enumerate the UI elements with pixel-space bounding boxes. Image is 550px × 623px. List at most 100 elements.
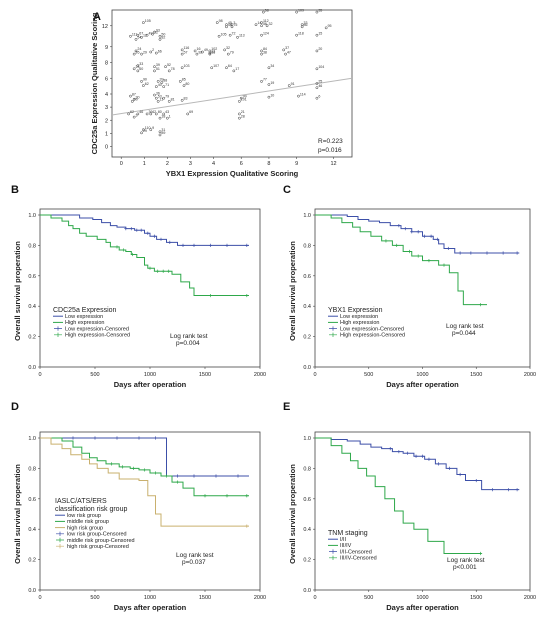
scatter-point: [136, 64, 140, 68]
point-label: 54: [137, 36, 141, 40]
point-label: 30: [136, 95, 140, 99]
point-label: 107: [213, 64, 219, 68]
point-label: 90: [143, 78, 147, 82]
scatter-point: [180, 52, 184, 56]
y-tick-label: 0.6: [303, 274, 311, 280]
censor-mark: [129, 227, 133, 231]
logrank-p: p=0.004: [176, 340, 200, 347]
point-label: 1: [169, 114, 171, 118]
censor-mark: [146, 231, 150, 235]
scatter-point: [238, 112, 241, 116]
scatter-point: [297, 94, 300, 98]
y-tick-label: 1.0: [28, 436, 36, 442]
point-label: 105: [145, 19, 151, 23]
legend-label: High expression: [340, 320, 379, 326]
scatter-point: [151, 32, 154, 36]
censor-mark: [203, 494, 207, 498]
scatter-point: [136, 69, 140, 73]
point-label: 51: [156, 67, 160, 71]
censor-mark: [447, 466, 451, 470]
scatter-point: [162, 85, 166, 89]
point-label: 25: [318, 80, 322, 84]
censor-mark: [245, 293, 249, 298]
scatter-point: [208, 52, 212, 56]
x-tick-label: 0: [38, 595, 41, 601]
y-tick-label: 1.0: [303, 436, 311, 442]
y-tick-label: 0.8: [28, 466, 36, 472]
legend-title: IASLC/ATS/ERS: [55, 498, 107, 505]
scatter-point: [164, 65, 167, 69]
scatter-point: [142, 128, 145, 132]
y-tick-label: 9: [105, 45, 108, 51]
censor-mark: [490, 488, 494, 492]
legend-swatch-censored: [329, 555, 337, 560]
scatter-point: [180, 98, 184, 102]
censor-mark: [515, 251, 519, 255]
y-axis-label: Overall survival properation: [288, 241, 297, 341]
censor-mark: [478, 303, 483, 307]
censor-mark: [124, 227, 128, 231]
scatter-point: [180, 48, 184, 52]
point-label: 118: [298, 31, 304, 35]
y-tick-label: 1: [105, 131, 108, 137]
x-tick-label: 1500: [470, 372, 482, 378]
point-label: 14: [257, 21, 261, 25]
x-tick-label: 0: [313, 372, 316, 378]
censor-mark: [405, 451, 410, 455]
legend-label: middle risk group-Censored: [67, 538, 135, 544]
panel-label-c: C: [283, 184, 291, 196]
x-tick-label: 3: [189, 161, 192, 167]
legend-title: TNM staging: [328, 530, 368, 537]
logrank-p: p<0.001: [453, 564, 477, 571]
scatter-point: [154, 51, 158, 55]
censor-mark: [245, 494, 249, 498]
censor-mark: [131, 466, 136, 470]
x-axis-label: Days after operation: [386, 380, 459, 389]
point-label: 113: [239, 34, 245, 38]
point-label: 80: [185, 82, 189, 86]
legend-title: YBX1 Expression: [328, 307, 383, 314]
x-axis-label: Days after operation: [114, 380, 187, 389]
survival-curve: [40, 437, 249, 527]
scatter-point: [238, 100, 241, 103]
point-label: 124: [263, 31, 269, 35]
scatter-point: [315, 86, 319, 90]
logrank-label: Log rank test: [446, 323, 484, 330]
legend-swatch-censored: [56, 537, 64, 543]
scatter-point: [158, 133, 162, 137]
scatter-point: [156, 80, 160, 83]
point-label: 45: [228, 21, 232, 25]
scatter-point: [210, 66, 214, 70]
logrank-label: Log rank test: [176, 552, 214, 559]
panel-label-b: B: [11, 184, 19, 196]
point-label: 103: [184, 64, 190, 68]
legend-label: Low expression-Censored: [340, 326, 404, 332]
scatter-point: [140, 131, 143, 135]
survival-chart-c: 0 500 1000 1500 2000 0.0 0.2 0.4 0.6 0.8 1.0 Days a…: [288, 208, 536, 389]
scatter-point: [167, 69, 171, 73]
censor-mark: [245, 243, 249, 247]
x-tick-label: 500: [90, 595, 99, 601]
y-axis-label: Overall survival properation: [288, 464, 297, 564]
point-label: 40: [228, 23, 232, 27]
point-label: 26: [136, 50, 140, 54]
point-label: 68: [211, 50, 215, 54]
point-label: 9: [152, 126, 154, 130]
scatter-point: [238, 116, 241, 120]
point-label: 109: [298, 8, 304, 12]
censor-mark: [71, 436, 75, 440]
panel-label-a: A: [93, 11, 101, 23]
point-label: 42: [152, 110, 156, 114]
censor-mark: [192, 474, 196, 478]
censor-mark: [153, 436, 158, 440]
censor-mark: [225, 494, 229, 498]
scatter-point: [154, 85, 158, 89]
censor-mark: [416, 230, 420, 234]
censor-mark: [442, 263, 446, 267]
scatter-point: [162, 96, 166, 100]
censor-mark: [458, 472, 462, 477]
point-label: 33: [304, 21, 308, 25]
point-label: 39: [160, 78, 164, 82]
scatter-point: [228, 33, 232, 37]
